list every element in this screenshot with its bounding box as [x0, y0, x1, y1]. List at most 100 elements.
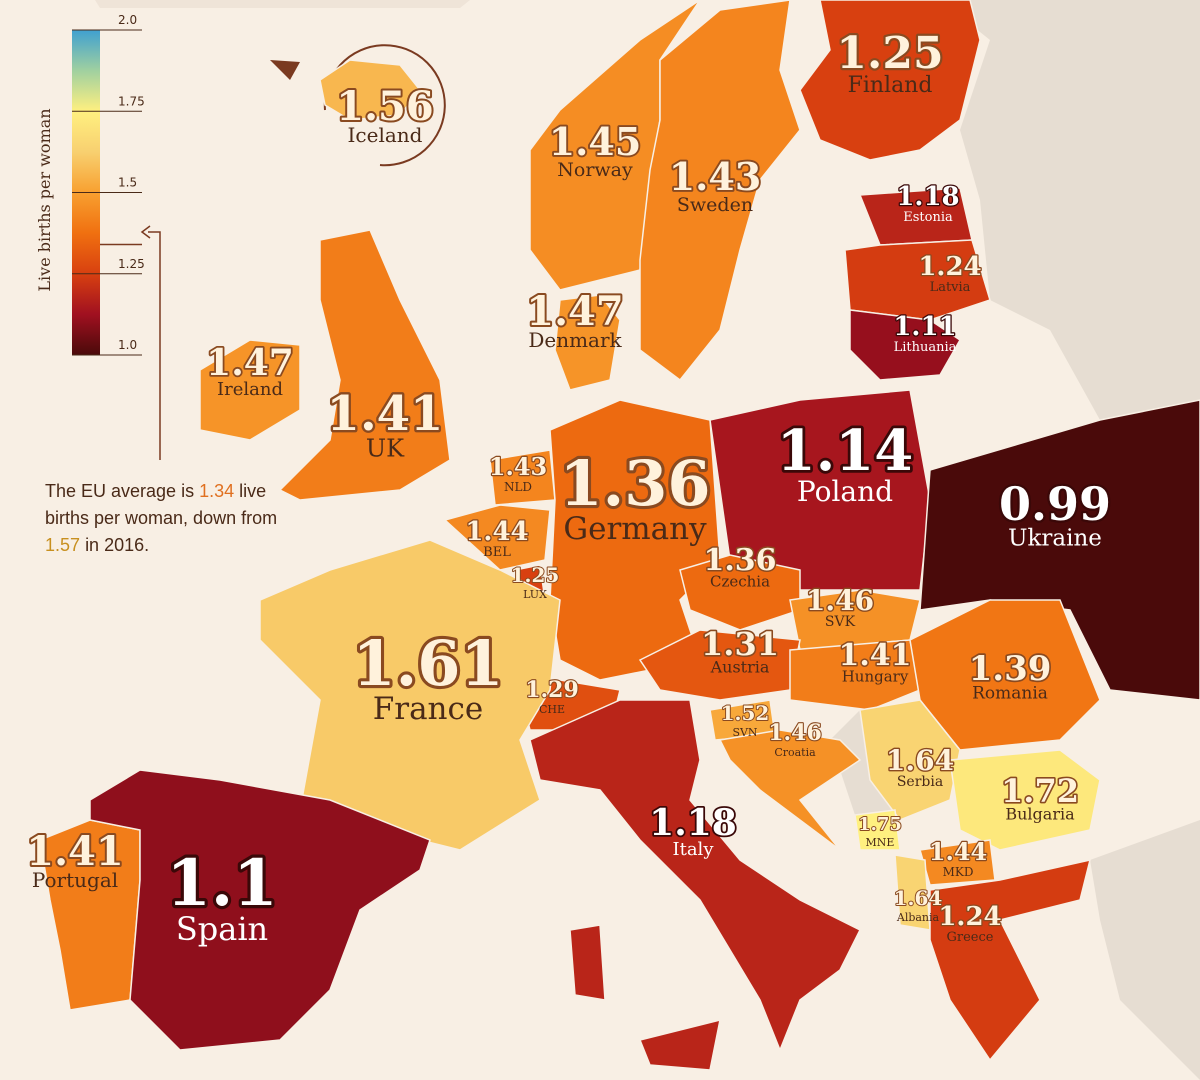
country — [859, 699, 961, 821]
legend-title: Live births per woman — [35, 108, 54, 291]
legend-tick-label: 1.25 — [118, 257, 145, 271]
country-value: 0.99 — [999, 477, 1111, 531]
country-name: SVK — [825, 614, 856, 630]
country-name: Poland — [797, 475, 893, 508]
eu-pointer-head — [140, 225, 151, 239]
land-other — [830, 710, 900, 820]
country — [443, 504, 551, 571]
country-value: 1.24 — [938, 902, 1001, 932]
country-name: Iceland — [348, 123, 423, 147]
country-value: 1.31 — [701, 625, 779, 663]
country — [949, 749, 1101, 851]
country-value: 1.25 — [511, 563, 560, 587]
note-value: 1.57 — [45, 535, 81, 555]
country-name: Croatia — [774, 746, 816, 759]
country-value: 1.72 — [1001, 772, 1079, 810]
country-name: Ireland — [217, 379, 283, 400]
country-value: 1.18 — [896, 182, 959, 212]
note-text: live births per woman, down from — [45, 481, 278, 528]
country — [639, 0, 801, 382]
land-other — [940, 0, 1200, 420]
country-value: 1.18 — [649, 802, 737, 844]
country — [554, 294, 621, 391]
country-name: Lithuania — [894, 340, 957, 355]
country-name: Hungary — [842, 668, 909, 686]
country-name: Serbia — [897, 774, 943, 790]
country — [529, 699, 862, 1071]
country-value: 1.56 — [336, 83, 433, 130]
country-value: 1.47 — [526, 288, 623, 335]
country — [319, 59, 421, 121]
country-value: 1.14 — [777, 418, 913, 484]
country-value: 1.41 — [26, 828, 123, 875]
country — [854, 809, 901, 851]
country-name: UK — [366, 434, 405, 462]
country-value: 1.43 — [669, 154, 762, 199]
country-name: MKD — [943, 865, 974, 879]
legend-tick-label: 2.0 — [118, 13, 137, 27]
country-value: 1.52 — [721, 701, 770, 725]
country-value: 1.1 — [166, 846, 277, 921]
note-text: The EU average is — [45, 481, 195, 501]
country — [199, 339, 301, 441]
country-value: 1.44 — [465, 517, 528, 547]
country-name: Sweden — [677, 194, 753, 216]
country-value: 1.41 — [327, 386, 444, 442]
country-name: Portugal — [32, 868, 118, 892]
country-name: Estonia — [903, 210, 953, 225]
country-value: 1.11 — [893, 312, 956, 342]
country — [789, 639, 921, 711]
country-value: 1.24 — [918, 252, 981, 282]
eu-pointer — [148, 231, 161, 460]
note: The EU average is 1.34 live births per w… — [45, 478, 295, 559]
country-name: Albania — [896, 911, 940, 924]
country-value: 1.25 — [836, 28, 943, 79]
country-value: 1.46 — [806, 584, 874, 617]
country-name: LUX — [523, 588, 547, 601]
country-value: 1.47 — [206, 342, 294, 384]
country-name: MNE — [866, 836, 895, 849]
country-name: BEL — [483, 545, 511, 560]
country-name: Finland — [848, 73, 933, 98]
country-value: 1.44 — [929, 837, 987, 866]
country-name: Romania — [972, 684, 1048, 704]
country — [929, 859, 1092, 1062]
country — [89, 769, 431, 1051]
legend-tick-label: 1.5 — [118, 176, 137, 190]
country — [259, 539, 561, 851]
note-text: in 2016. — [85, 535, 150, 555]
country-name: Norway — [557, 159, 633, 181]
country-value: 1.41 — [838, 638, 911, 673]
land-other — [1090, 820, 1200, 1080]
country-name: SVN — [732, 726, 757, 739]
country-name: Greece — [947, 930, 994, 945]
country — [919, 399, 1200, 701]
country-name: Italy — [672, 839, 714, 860]
country-name: Austria — [710, 658, 770, 677]
country-value: 1.43 — [489, 452, 547, 481]
country — [718, 729, 862, 851]
legend-tick-label: 1.0 — [118, 338, 137, 352]
country-name: CHE — [539, 703, 565, 716]
country-value: 1.75 — [858, 814, 902, 835]
country-value: 1.39 — [969, 649, 1052, 689]
country-value: 1.36 — [703, 543, 776, 578]
legend-tick-label: 1.75 — [118, 94, 145, 108]
country-value: 1.61 — [352, 627, 503, 700]
country-name: Bulgaria — [1005, 805, 1075, 824]
note-value: 1.34 — [199, 481, 235, 501]
country — [849, 309, 961, 381]
country-value: 1.64 — [886, 744, 954, 777]
country-value: 1.45 — [549, 119, 642, 164]
country-value: 1.36 — [559, 447, 710, 520]
country — [799, 0, 981, 161]
country-name: Denmark — [528, 328, 622, 352]
country-name: NLD — [504, 480, 532, 494]
country-name: Spain — [176, 910, 268, 948]
country-name: Ukraine — [1008, 525, 1102, 551]
country-value: 1.46 — [768, 720, 822, 746]
country-name: France — [373, 691, 483, 727]
country-value: 1.29 — [525, 677, 579, 703]
